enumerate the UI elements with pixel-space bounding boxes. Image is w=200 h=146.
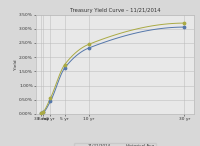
Point bbox=[49, 97, 52, 99]
11/21/2014 bbox=[40, 112, 42, 114]
Historical Avg bbox=[147, 26, 149, 27]
Point bbox=[87, 47, 90, 49]
Title: Treasury Yield Curve – 11/21/2014: Treasury Yield Curve – 11/21/2014 bbox=[70, 8, 160, 13]
Point bbox=[63, 67, 66, 69]
11/21/2014 bbox=[183, 26, 186, 28]
11/21/2014 bbox=[86, 48, 89, 49]
Point bbox=[40, 112, 43, 114]
11/21/2014 bbox=[134, 32, 136, 34]
Point bbox=[183, 26, 186, 28]
Historical Avg bbox=[157, 24, 159, 26]
Legend: 11/21/2014, Historical Avg: 11/21/2014, Historical Avg bbox=[74, 143, 156, 146]
11/21/2014 bbox=[79, 52, 81, 54]
Point bbox=[183, 22, 186, 24]
Historical Avg bbox=[134, 28, 136, 30]
Point bbox=[63, 63, 66, 66]
11/21/2014 bbox=[157, 28, 159, 30]
Historical Avg bbox=[79, 48, 81, 50]
Y-axis label: Yield: Yield bbox=[14, 59, 18, 69]
Point bbox=[42, 110, 45, 113]
Point bbox=[42, 111, 45, 114]
Historical Avg bbox=[183, 22, 186, 24]
Point bbox=[87, 43, 90, 46]
Point bbox=[40, 112, 43, 114]
Point bbox=[49, 100, 52, 103]
Line: 11/21/2014: 11/21/2014 bbox=[41, 27, 184, 113]
Historical Avg bbox=[114, 34, 116, 36]
11/21/2014 bbox=[114, 38, 116, 40]
Line: Historical Avg: Historical Avg bbox=[41, 23, 184, 113]
Historical Avg bbox=[86, 44, 89, 46]
Historical Avg bbox=[40, 112, 42, 114]
11/21/2014 bbox=[147, 30, 149, 31]
